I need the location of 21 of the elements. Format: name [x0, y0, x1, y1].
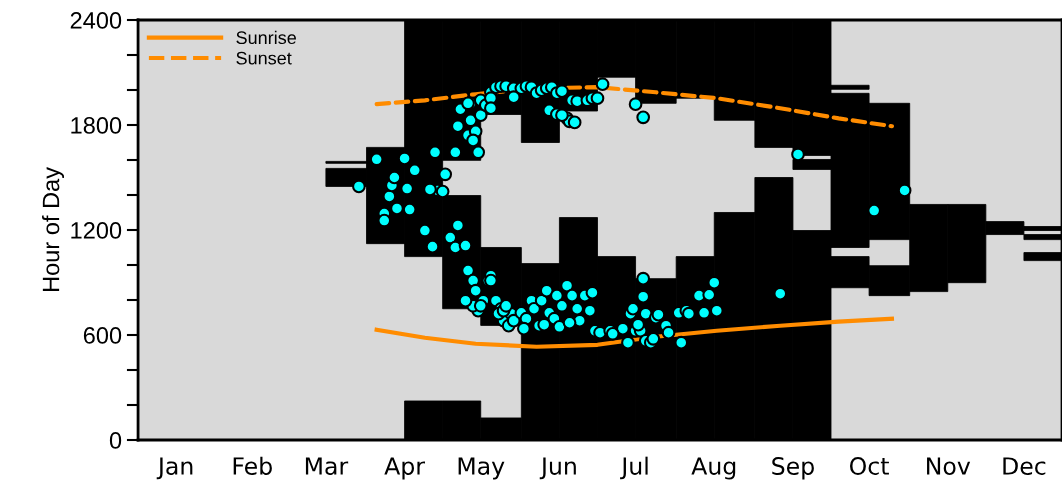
x-tick-label: Oct [850, 457, 889, 475]
legend-label: Sunset [236, 51, 292, 65]
x-tick-label: May [458, 457, 505, 480]
x-tick-label: Dec [1003, 457, 1046, 475]
x-tick-label: Jul [620, 456, 648, 480]
line-series [374, 316, 895, 349]
y-tick-label: 1200 [71, 222, 122, 239]
x-tick-label: Sep [772, 457, 814, 480]
legend-label: Sunrise [236, 30, 296, 45]
x-tick-label: Jun [539, 457, 576, 480]
x-tick-label: Aug [691, 457, 736, 480]
y-tick-label: 2400 [70, 12, 122, 29]
x-tick-label: Feb [233, 456, 272, 475]
x-tick-label: Mar [305, 457, 349, 475]
y-axis-title: Hour of Day [42, 167, 65, 292]
y-tick-label: 600 [83, 327, 122, 344]
x-tick-label: Apr [384, 457, 425, 480]
y-tick-label: 0 [109, 432, 122, 449]
x-tick-label: Nov [927, 457, 971, 475]
y-tick-label: 1800 [71, 117, 122, 134]
x-tick-label: Jan [156, 457, 193, 480]
